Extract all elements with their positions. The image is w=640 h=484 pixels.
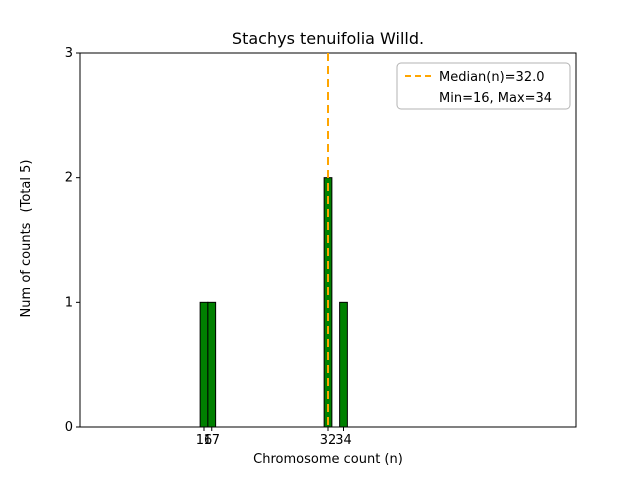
y-axis-ticks: 0 1 2 3 — [65, 46, 80, 435]
y-tick-label: 2 — [65, 171, 73, 186]
x-tick-label: 34 — [335, 433, 352, 448]
y-axis-label: Num of counts — [19, 222, 34, 317]
legend-item-median: Median(n)=32.0 — [439, 70, 545, 85]
legend-item-minmax: Min=16, Max=34 — [439, 91, 552, 106]
legend-box — [396, 62, 571, 110]
bar — [339, 301, 348, 428]
x-tick-label: 17 — [203, 433, 220, 448]
y-tick-label: 3 — [65, 46, 73, 61]
bar — [207, 301, 217, 428]
bar — [199, 301, 209, 428]
x-tick-label: 16 — [196, 433, 213, 448]
x-tick-label: 32 — [320, 433, 337, 448]
y-tick-label: 0 — [65, 420, 73, 435]
legend: Median(n)=32.0 Min=16, Max=34 — [396, 62, 571, 110]
x-axis-label: Chromosome count (n) — [253, 452, 403, 467]
chart-title: Stachys tenuifolia Willd. — [232, 29, 424, 48]
y-axis-total-note: (Total 5) — [19, 160, 34, 213]
y-tick-label: 1 — [65, 295, 73, 310]
